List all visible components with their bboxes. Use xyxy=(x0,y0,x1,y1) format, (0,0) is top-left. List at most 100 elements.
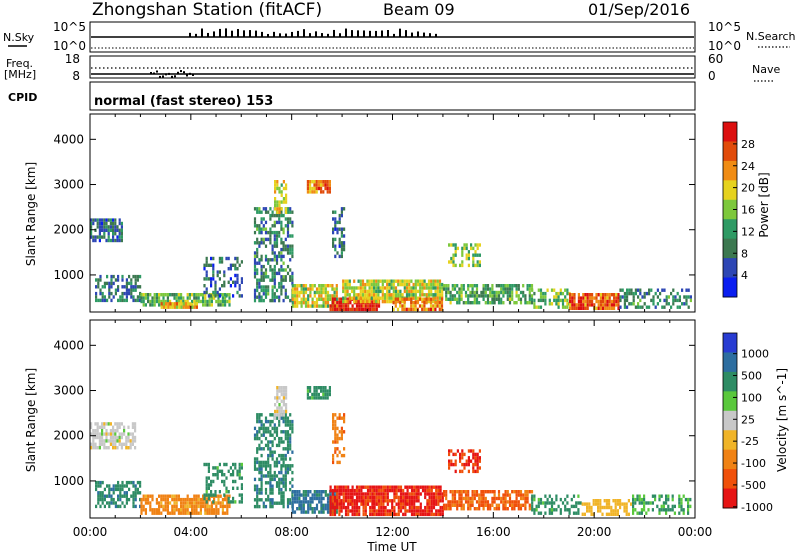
velocity-cell xyxy=(349,509,352,513)
velocity-cell xyxy=(608,502,611,506)
velocity-y-tick-label: 1000 xyxy=(53,474,84,488)
power-cell xyxy=(340,251,343,255)
velocity-cell xyxy=(640,508,643,512)
power-cell xyxy=(291,254,294,259)
power-cell xyxy=(349,307,352,312)
power-cell xyxy=(357,296,360,300)
power-cell xyxy=(326,186,329,191)
power-cell xyxy=(296,301,299,305)
velocity-cell xyxy=(278,487,281,492)
power-cell xyxy=(318,297,321,301)
velocity-cell xyxy=(273,477,276,482)
power-cell xyxy=(210,303,213,307)
velocity-cell xyxy=(131,425,134,429)
power-cell xyxy=(121,295,124,299)
velocity-cell xyxy=(399,499,403,503)
velocity-cell xyxy=(195,501,198,505)
velocity-cell xyxy=(267,426,270,431)
velocity-cell xyxy=(326,500,330,504)
power-cell xyxy=(286,251,290,255)
power-cell xyxy=(580,303,583,307)
power-cell xyxy=(238,287,241,291)
velocity-cell xyxy=(360,492,363,496)
power-cell xyxy=(602,303,605,307)
velocity-cell xyxy=(280,392,283,397)
power-cell xyxy=(284,292,287,296)
velocity-cell xyxy=(291,419,294,424)
velocity-cell xyxy=(461,449,464,453)
velocity-cell xyxy=(256,460,259,465)
velocity-cell xyxy=(482,493,485,497)
power-cell xyxy=(586,303,589,307)
power-cell xyxy=(364,299,367,304)
power-cell xyxy=(313,284,316,288)
velocity-cell xyxy=(225,476,228,480)
velocity-cell xyxy=(419,502,422,506)
velocity-cell xyxy=(581,512,584,516)
velocity-cell xyxy=(553,508,556,512)
velocity-cell xyxy=(291,430,294,434)
power-cell xyxy=(436,300,439,305)
power-cell xyxy=(332,230,335,235)
power-cell xyxy=(573,296,576,300)
velocity-cell xyxy=(638,497,641,502)
velocity-cell xyxy=(324,503,327,507)
velocity-cell xyxy=(286,467,290,471)
x-tick-labels: 00:00 04:00 08:00 12:00 16:00 20:00 00:00 xyxy=(73,525,713,539)
velocity-cell xyxy=(313,396,316,400)
power-cell xyxy=(449,297,452,301)
power-cell xyxy=(440,297,444,301)
velocity-cell xyxy=(234,466,237,470)
power-cell xyxy=(480,290,483,295)
power-cell xyxy=(569,293,572,297)
velocity-cell xyxy=(267,440,270,444)
velocity-cell xyxy=(238,476,241,480)
power-cell xyxy=(264,220,268,225)
power-cell xyxy=(278,251,281,255)
power-cell xyxy=(375,279,378,283)
power-cell xyxy=(276,180,279,184)
power-cell xyxy=(155,299,158,304)
velocity-cell xyxy=(144,494,147,498)
velocity-cell xyxy=(98,442,101,446)
velocity-cell xyxy=(131,435,134,440)
power-cell xyxy=(453,287,457,291)
power-cell xyxy=(557,302,560,306)
power-cell xyxy=(284,288,287,293)
freq-dot xyxy=(171,75,173,78)
freq-unit: [MHz] xyxy=(4,68,36,81)
velocity-cell xyxy=(572,504,576,509)
velocity-cell xyxy=(347,499,350,503)
power-cell xyxy=(421,279,424,283)
velocity-cell xyxy=(219,501,222,505)
power-cell xyxy=(262,207,265,211)
velocity-cell xyxy=(329,499,332,503)
power-cell xyxy=(595,306,598,310)
power-cell xyxy=(151,296,154,300)
power-cell xyxy=(474,250,477,254)
velocity-cell xyxy=(355,485,359,489)
power-cell xyxy=(403,289,406,294)
velocity-cell xyxy=(371,512,374,517)
velocity-cell xyxy=(428,502,431,506)
velocity-cell xyxy=(550,497,554,502)
velocity-cell xyxy=(182,508,185,512)
power-cell xyxy=(224,296,227,300)
power-cell xyxy=(284,275,287,279)
velocity-cell xyxy=(508,500,512,504)
power-x-tick-marks xyxy=(89,114,696,312)
velocity-cell xyxy=(332,413,335,417)
power-cell xyxy=(278,200,281,204)
velocity-cell xyxy=(315,389,318,393)
velocity-cell xyxy=(309,500,312,504)
velocity-cell xyxy=(285,386,288,390)
velocity-cell xyxy=(302,493,305,497)
velocity-cell xyxy=(391,499,394,503)
power-cell xyxy=(348,293,351,297)
velocity-cell xyxy=(140,508,143,512)
velocity-cell xyxy=(612,509,615,513)
velocity-cell xyxy=(112,435,115,440)
velocity-cell xyxy=(116,435,119,440)
power-cell xyxy=(564,305,567,309)
velocity-cell xyxy=(343,447,346,451)
